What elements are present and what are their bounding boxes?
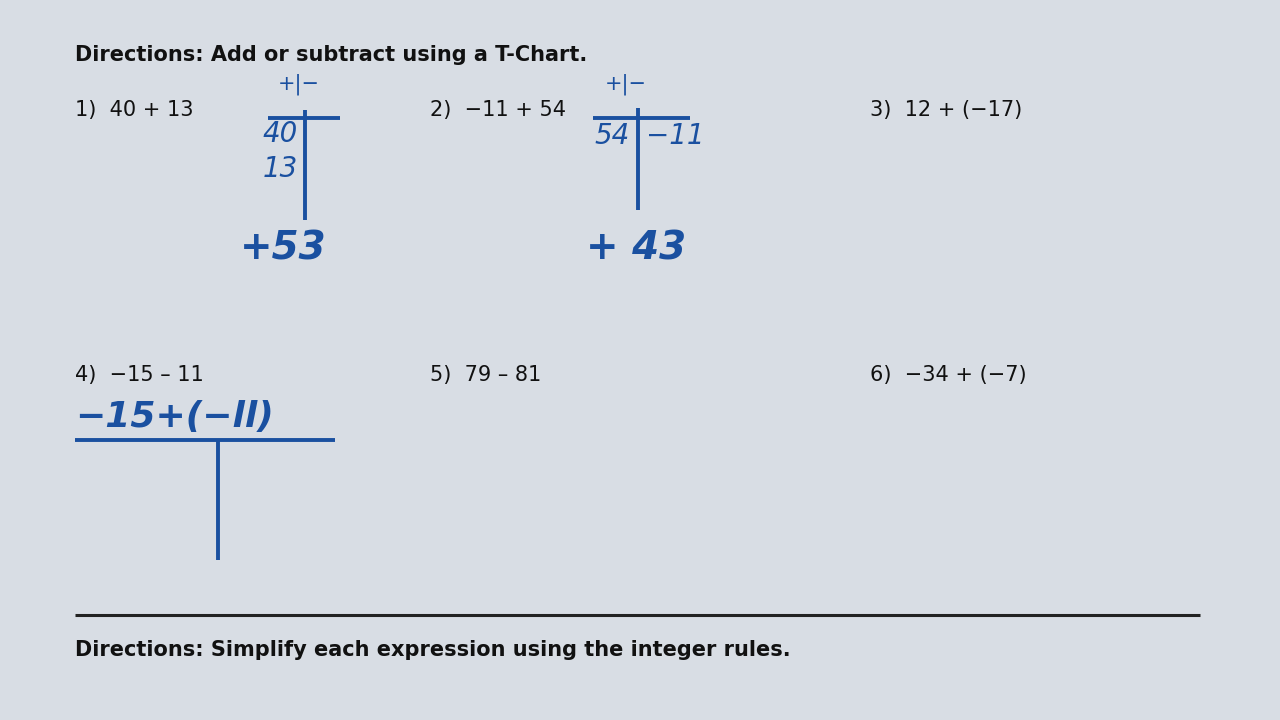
Text: +53: +53 [241, 230, 326, 268]
Text: +|−: +|− [605, 73, 646, 95]
Text: 3)  12 + (−17): 3) 12 + (−17) [870, 100, 1023, 120]
Text: +|−: +|− [278, 73, 320, 95]
Text: 1)  40 + 13: 1) 40 + 13 [76, 100, 193, 120]
Text: 54: 54 [595, 122, 630, 150]
Text: 6)  −34 + (−7): 6) −34 + (−7) [870, 365, 1027, 385]
Text: −11: −11 [646, 122, 704, 150]
Text: 5)  79 – 81: 5) 79 – 81 [430, 365, 541, 385]
Text: 4)  −15 – 11: 4) −15 – 11 [76, 365, 204, 385]
Text: −15+(−ll): −15+(−ll) [76, 400, 274, 434]
Text: 2)  −11 + 54: 2) −11 + 54 [430, 100, 566, 120]
Text: Directions: Add or subtract using a T-Chart.: Directions: Add or subtract using a T-Ch… [76, 45, 588, 65]
Text: 13: 13 [262, 155, 298, 183]
Text: Directions: Simplify each expression using the integer rules.: Directions: Simplify each expression usi… [76, 640, 791, 660]
Text: 40: 40 [262, 120, 298, 148]
Text: + 43: + 43 [586, 230, 686, 268]
